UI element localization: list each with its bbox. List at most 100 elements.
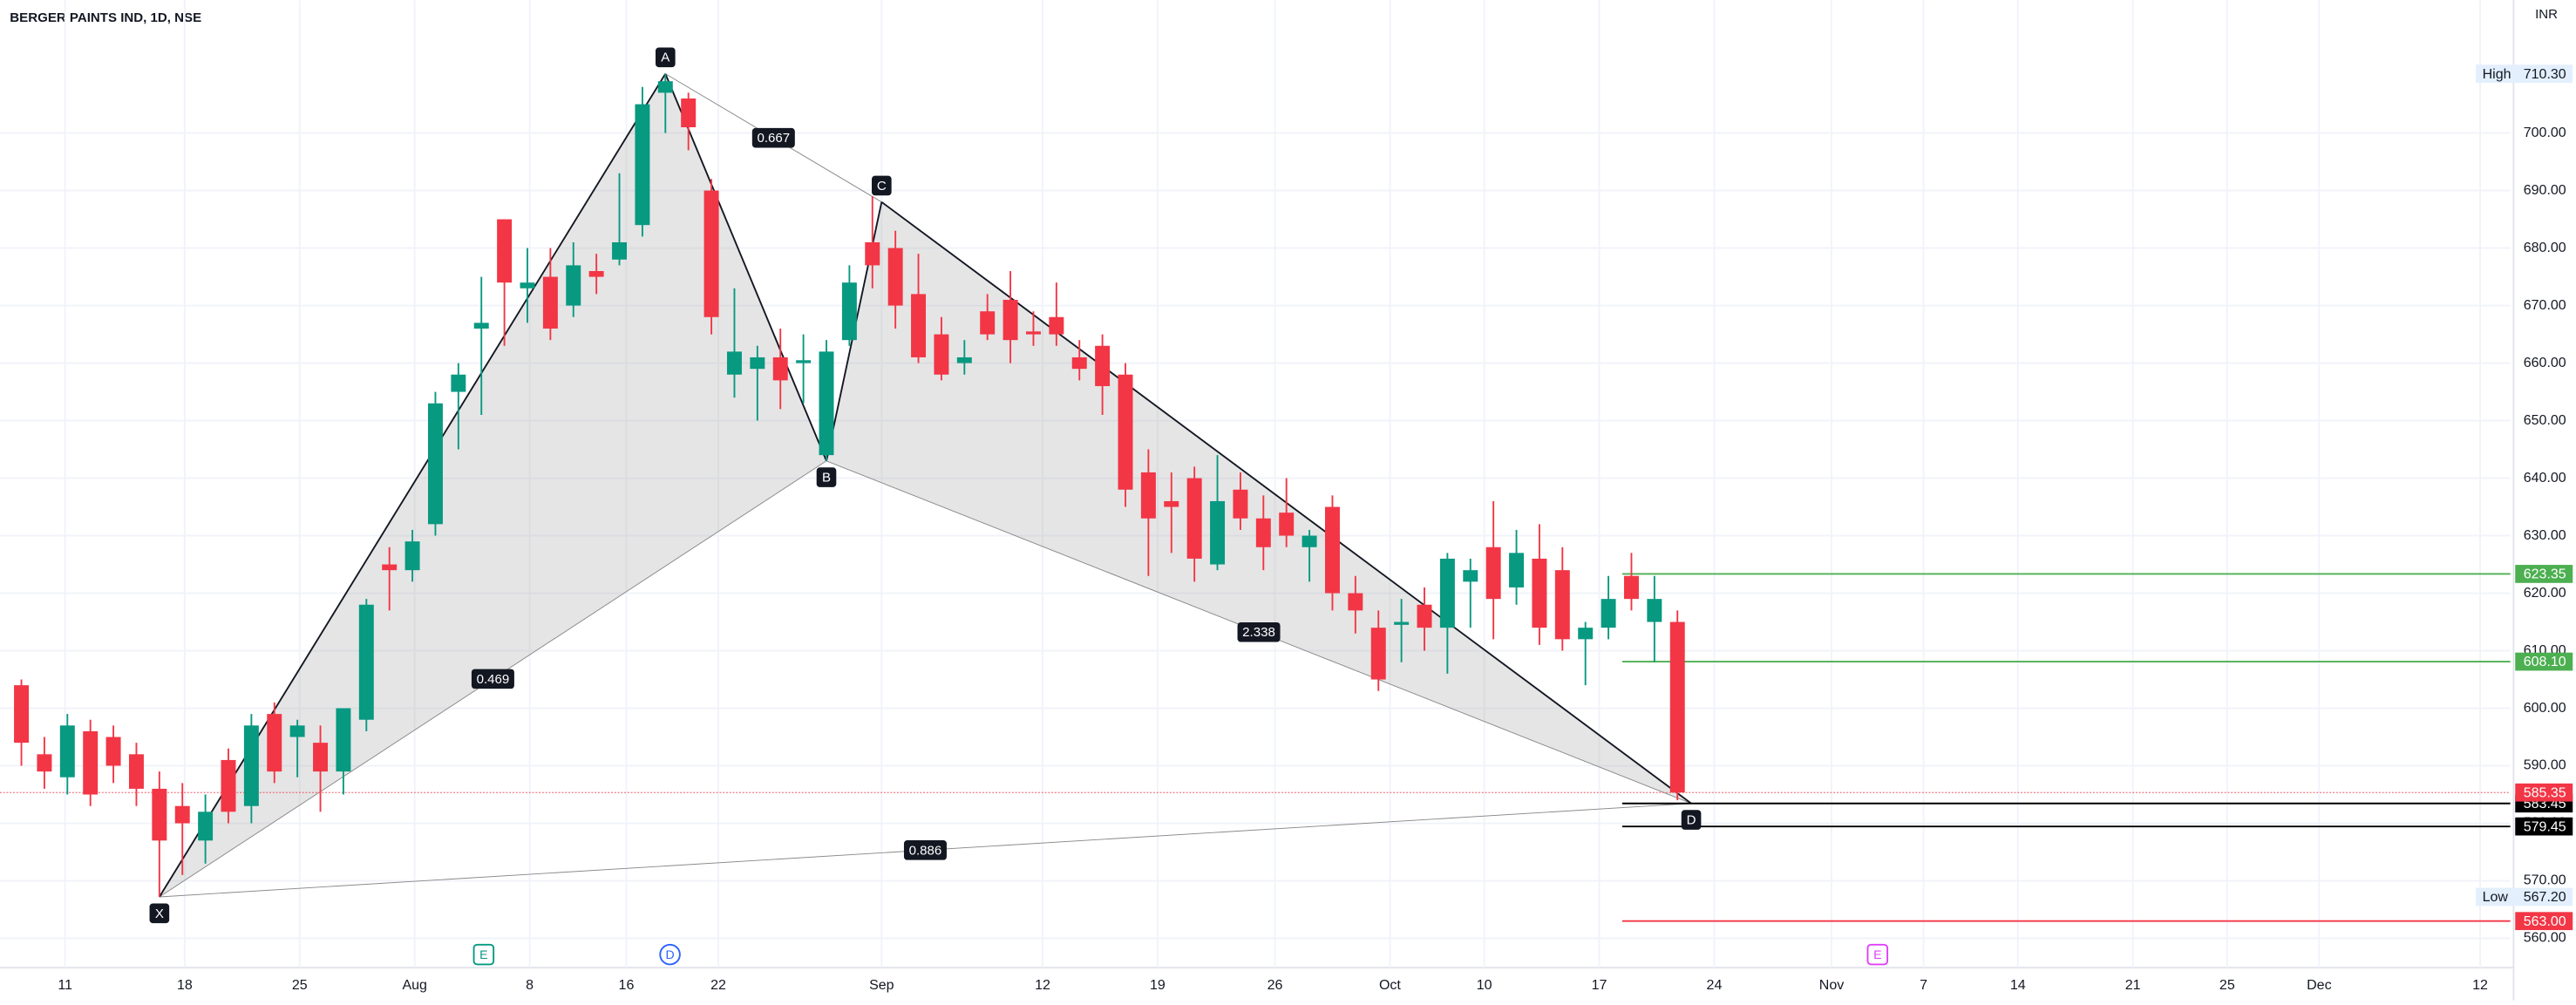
candle-body — [911, 294, 927, 357]
candle-body — [1324, 506, 1340, 594]
candle-body — [1095, 345, 1111, 386]
candle-body — [1210, 500, 1226, 565]
y-tick-label: 570.00 — [2524, 873, 2566, 888]
point-label-box — [149, 903, 170, 924]
candle-body — [174, 805, 190, 824]
ratio-label-box — [751, 127, 795, 148]
candle-body — [37, 754, 52, 772]
ratio-label: 0.469 — [477, 672, 510, 687]
candle-body — [566, 265, 581, 306]
candle-body — [635, 104, 650, 226]
ratio-label-box — [471, 669, 514, 689]
chart-title: BERGER PAINTS IND, 1D, NSE — [10, 10, 201, 25]
candle-body — [289, 725, 305, 737]
y-tick-label: 620.00 — [2524, 586, 2566, 601]
candle-body — [980, 311, 996, 335]
y-tick-label: 650.00 — [2524, 413, 2566, 428]
candle-body — [887, 248, 903, 306]
x-tick-label: 12 — [1035, 978, 1050, 993]
extreme-name: High — [2483, 67, 2511, 82]
x-tick-label: 7 — [1920, 978, 1927, 993]
candle-body — [750, 357, 765, 370]
candle-body — [1186, 478, 1202, 559]
candle-body — [1509, 553, 1525, 587]
candle-body — [542, 276, 558, 329]
candle-body — [1647, 599, 1662, 622]
candle-body — [934, 334, 949, 375]
event-label: E — [1873, 947, 1881, 961]
x-tick-label: Oct — [1379, 978, 1401, 993]
pattern-fill — [826, 201, 1692, 804]
y-tick-label: 640.00 — [2524, 471, 2566, 486]
plot-area — [0, 0, 2511, 968]
candle-body — [1302, 535, 1317, 547]
level-label: 579.45 — [2524, 819, 2566, 834]
x-tick-label: 25 — [2219, 978, 2235, 993]
candle-body — [243, 725, 259, 806]
point-label-box — [655, 47, 676, 68]
point-label-box — [1681, 810, 1702, 830]
candle-body — [1623, 575, 1639, 600]
candle-body — [427, 403, 443, 525]
event-marker — [1866, 943, 1889, 966]
point-label: B — [822, 471, 831, 486]
pattern-leg — [159, 73, 667, 898]
x-tick-label: Nov — [1819, 978, 1844, 993]
x-tick-label: 25 — [292, 978, 308, 993]
candle-body — [221, 759, 236, 812]
point-label: A — [661, 51, 670, 65]
y-tick-label: 560.00 — [2524, 931, 2566, 946]
candle-body — [1140, 472, 1156, 519]
candle-body — [612, 241, 628, 260]
level-box — [2515, 652, 2573, 671]
candle-body — [588, 270, 604, 277]
x-tick-label: 16 — [619, 978, 635, 993]
x-tick-label: 19 — [1150, 978, 1166, 993]
pattern-fill — [159, 73, 826, 897]
x-tick-label: 22 — [710, 978, 726, 993]
candle-body — [382, 564, 398, 571]
event-marker — [472, 943, 495, 966]
candle-body — [520, 282, 535, 289]
y-tick-label: 670.00 — [2524, 298, 2566, 313]
level-label: 623.35 — [2524, 567, 2566, 582]
x-tick-label: 14 — [2010, 978, 2026, 993]
candle-body — [1370, 628, 1386, 680]
level-box — [2515, 565, 2573, 583]
candle-body — [358, 604, 374, 720]
candle-body — [726, 351, 742, 375]
x-tick-label: Dec — [2307, 978, 2331, 993]
point-label-box — [872, 175, 892, 196]
x-tick-label: 11 — [58, 978, 72, 993]
level-label: 563.00 — [2524, 914, 2566, 929]
y-tick-label: 600.00 — [2524, 701, 2566, 716]
candle-body — [1554, 570, 1570, 640]
y-tick-label: 690.00 — [2524, 183, 2566, 198]
x-tick-label: 8 — [526, 978, 534, 993]
candle-body — [772, 357, 788, 381]
last-price-label: 585.35 — [2524, 785, 2566, 800]
candle-body — [1417, 604, 1432, 628]
candle-body — [1003, 299, 1018, 341]
event-marker — [659, 943, 681, 966]
candle-body — [1348, 593, 1363, 611]
candle-body — [1255, 518, 1271, 547]
candle-body — [313, 743, 329, 772]
candle-body — [819, 351, 834, 456]
extreme-box — [2476, 887, 2573, 907]
candle-body — [956, 357, 972, 363]
candle-body — [657, 81, 673, 93]
point-label-box — [816, 467, 837, 487]
x-tick-label: 24 — [1707, 978, 1723, 993]
candle-body — [1394, 621, 1410, 625]
ratio-label-box — [1237, 621, 1281, 642]
y-tick-label: 630.00 — [2524, 528, 2566, 543]
extreme-box — [2476, 65, 2573, 83]
y-tick-label: 660.00 — [2524, 356, 2566, 370]
extreme-label: 710.30 — [2524, 67, 2566, 82]
x-tick-label: 12 — [2472, 978, 2488, 993]
candle-body — [1279, 513, 1295, 536]
candle-body — [152, 788, 167, 841]
